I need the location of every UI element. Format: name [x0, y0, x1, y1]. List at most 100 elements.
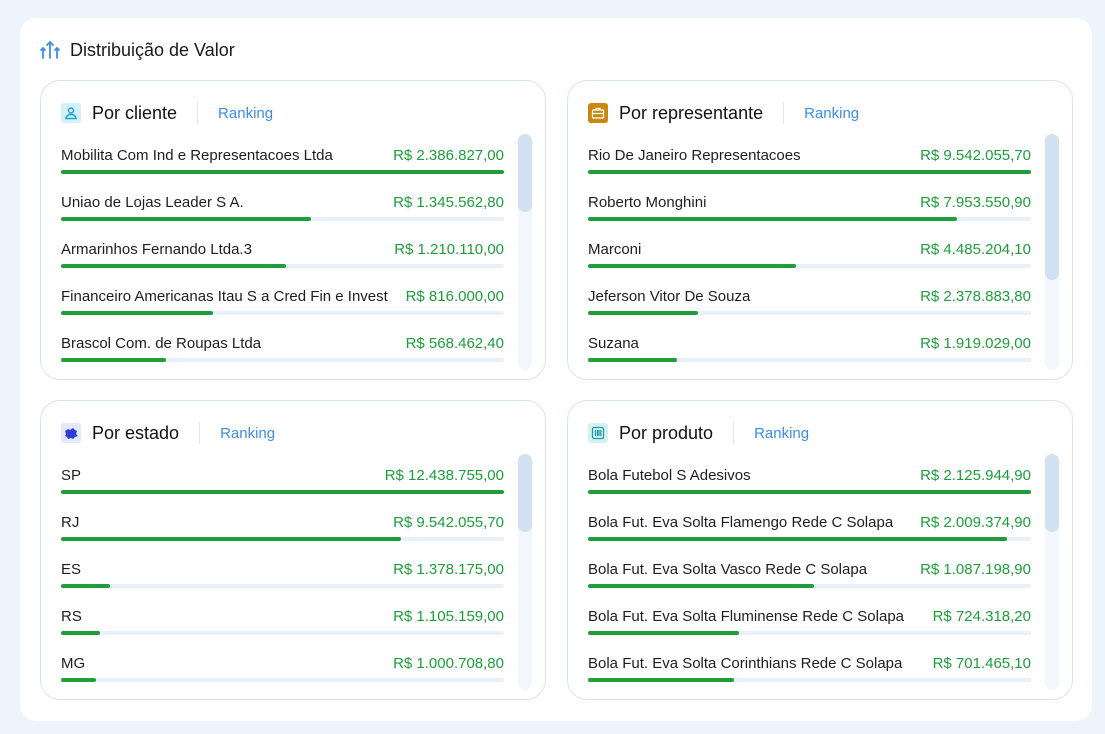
progress-fill [61, 537, 401, 541]
card-por-produto: Por produto Ranking Bola Futebol S Adesi… [567, 400, 1073, 700]
list-item: RJ R$ 9.542.055,70 [61, 510, 504, 557]
card-header: Por representante Ranking [588, 101, 859, 125]
ranking-list: SP R$ 12.438.755,00 RJ R$ 9.542.055,70 E… [61, 463, 504, 698]
progress-fill [588, 358, 678, 362]
header-divider [783, 102, 785, 124]
ranking-link[interactable]: Ranking [220, 424, 276, 442]
progress-track [588, 537, 1031, 541]
distribution-icon [38, 38, 62, 62]
card-por-cliente: Por cliente Ranking Mobilita Com Ind e R… [40, 80, 546, 380]
list-item: Mobilita Com Ind e Representacoes Ltda R… [61, 143, 504, 190]
list-item: Bola Fut. Eva Solta Vasco Rede C Solapa … [588, 557, 1031, 604]
progress-track [61, 311, 504, 315]
item-label: Armarinhos Fernando Ltda.3 [61, 241, 252, 258]
progress-track [588, 170, 1031, 174]
barcode-icon [588, 423, 608, 443]
card-por-representante: Por representante Ranking Rio De Janeiro… [567, 80, 1073, 380]
item-value: R$ 7.953.550,90 [920, 194, 1031, 211]
progress-fill [588, 537, 1007, 541]
list-item: SP R$ 12.438.755,00 [61, 463, 504, 510]
list-item: Bola Fut. Eva Solta Fluminense Rede C So… [588, 604, 1031, 651]
ranking-list: Bola Futebol S Adesivos R$ 2.125.944,90 … [588, 463, 1031, 698]
item-value: R$ 9.542.055,70 [920, 147, 1031, 164]
item-label: Bola Futebol S Adesivos [588, 467, 751, 484]
scrollbar[interactable] [1045, 134, 1059, 370]
progress-track [61, 631, 504, 635]
progress-track [588, 631, 1031, 635]
scrollbar[interactable] [518, 454, 532, 690]
progress-fill [61, 584, 111, 588]
progress-fill [61, 358, 167, 362]
ranking-link[interactable]: Ranking [754, 424, 810, 442]
scrollbar-thumb[interactable] [1045, 134, 1059, 280]
progress-track [588, 584, 1031, 588]
list-item: Bola Fut. Eva Solta Flamengo Rede C Sola… [588, 510, 1031, 557]
page-title: Distribuição de Valor [70, 39, 235, 60]
list-item: ES R$ 1.378.175,00 [61, 557, 504, 604]
scrollbar[interactable] [1045, 454, 1059, 690]
progress-track [61, 490, 504, 494]
progress-fill [61, 217, 311, 221]
ranking-list: Rio De Janeiro Representacoes R$ 9.542.0… [588, 143, 1031, 378]
progress-fill [61, 264, 286, 268]
progress-track [588, 490, 1031, 494]
progress-fill [588, 678, 735, 682]
list-item: Roberto Monghini R$ 7.953.550,90 [588, 190, 1031, 237]
progress-fill [588, 631, 740, 635]
card-header: Por cliente Ranking [61, 101, 273, 125]
list-item: MG R$ 1.000.708,80 [61, 651, 504, 698]
item-value: R$ 1.345.562,80 [393, 194, 504, 211]
item-label: MG [61, 655, 86, 672]
item-value: R$ 2.378.883,80 [920, 288, 1031, 305]
progress-track [588, 678, 1031, 682]
map-icon [61, 423, 81, 443]
item-value: R$ 12.438.755,00 [384, 467, 504, 484]
item-value: R$ 701.465,10 [932, 655, 1031, 672]
item-value: R$ 1.210.110,00 [394, 241, 504, 258]
item-label: Bola Fut. Eva Solta Vasco Rede C Solapa [588, 561, 868, 578]
progress-fill [588, 490, 1031, 494]
list-item: Bola Futebol S Adesivos R$ 2.125.944,90 [588, 463, 1031, 510]
progress-track [588, 311, 1031, 315]
item-value: R$ 2.009.374,90 [920, 514, 1031, 531]
item-label: Marconi [588, 241, 642, 258]
progress-fill [588, 584, 815, 588]
item-label: RJ [61, 514, 80, 531]
card-title: Por produto [619, 422, 714, 443]
item-value: R$ 1.105.159,00 [393, 608, 504, 625]
progress-track [61, 217, 504, 221]
ranking-list: Mobilita Com Ind e Representacoes Ltda R… [61, 143, 504, 378]
item-value: R$ 816.000,00 [405, 288, 504, 305]
scrollbar-thumb[interactable] [518, 134, 532, 212]
list-item: Brascol Com. de Roupas Ltda R$ 568.462,4… [61, 331, 504, 378]
card-title: Por representante [619, 102, 764, 123]
scrollbar-thumb[interactable] [518, 454, 532, 532]
item-label: Brascol Com. de Roupas Ltda [61, 335, 262, 352]
progress-track [61, 678, 504, 682]
ranking-link[interactable]: Ranking [218, 104, 274, 122]
list-item: Jeferson Vitor De Souza R$ 2.378.883,80 [588, 284, 1031, 331]
progress-track [588, 264, 1031, 268]
item-label: Uniao de Lojas Leader S A. [61, 194, 244, 211]
list-item: Rio De Janeiro Representacoes R$ 9.542.0… [588, 143, 1031, 190]
progress-fill [61, 311, 213, 315]
scrollbar[interactable] [518, 134, 532, 370]
card-title: Por cliente [92, 102, 178, 123]
header-divider [733, 422, 735, 444]
item-label: Jeferson Vitor De Souza [588, 288, 751, 305]
list-item: Marconi R$ 4.485.204,10 [588, 237, 1031, 284]
item-label: Mobilita Com Ind e Representacoes Ltda [61, 147, 333, 164]
progress-track [588, 358, 1031, 362]
item-value: R$ 724.318,20 [932, 608, 1031, 625]
item-value: R$ 568.462,40 [405, 335, 504, 352]
item-label: Rio De Janeiro Representacoes [588, 147, 801, 164]
item-label: Roberto Monghini [588, 194, 707, 211]
progress-fill [61, 678, 97, 682]
progress-track [61, 170, 504, 174]
item-label: Bola Fut. Eva Solta Fluminense Rede C So… [588, 608, 905, 625]
item-value: R$ 1.378.175,00 [393, 561, 504, 578]
person-icon [61, 103, 81, 123]
scrollbar-thumb[interactable] [1045, 454, 1059, 532]
ranking-link[interactable]: Ranking [804, 104, 860, 122]
header-divider [197, 102, 199, 124]
